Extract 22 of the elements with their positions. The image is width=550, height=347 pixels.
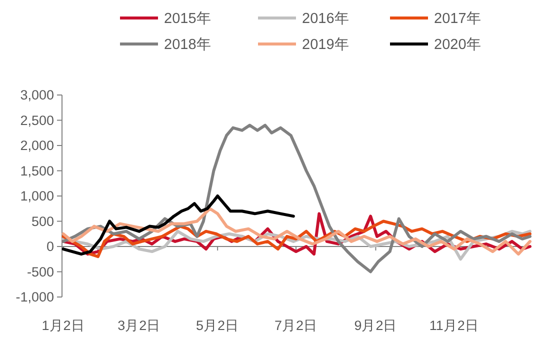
- y-tick-label: -1,000: [16, 290, 54, 304]
- y-tick-label: 0: [46, 239, 54, 254]
- x-tick-label: 1月2日: [42, 318, 85, 333]
- y-tick-label: -500: [26, 264, 54, 280]
- y-tick-label: 2,500: [20, 112, 54, 128]
- x-tick-label: 7月2日: [274, 318, 318, 333]
- y-tick-label: 2,000: [20, 138, 54, 153]
- legend-label: 2016年: [302, 10, 350, 27]
- x-tick-label: 5月2日: [196, 318, 240, 333]
- y-tick-label: 500: [31, 214, 54, 229]
- x-tick-label: 3月2日: [118, 318, 161, 333]
- x-tick-label: 11月2日: [429, 318, 479, 333]
- y-tick-label: 1,000: [20, 188, 54, 204]
- line-series: [62, 194, 295, 256]
- y-tick-label: 3,000: [20, 88, 54, 102]
- legend-label: 2019年: [302, 36, 350, 53]
- legend-label: 2017年: [434, 10, 482, 27]
- legend-label: 2020年: [434, 36, 482, 53]
- x-tick-label: 9月2日: [354, 318, 398, 333]
- legend-label: 2015年: [164, 10, 212, 27]
- y-tick-label: 1,500: [20, 163, 54, 178]
- legend-label: 2018年: [164, 36, 212, 53]
